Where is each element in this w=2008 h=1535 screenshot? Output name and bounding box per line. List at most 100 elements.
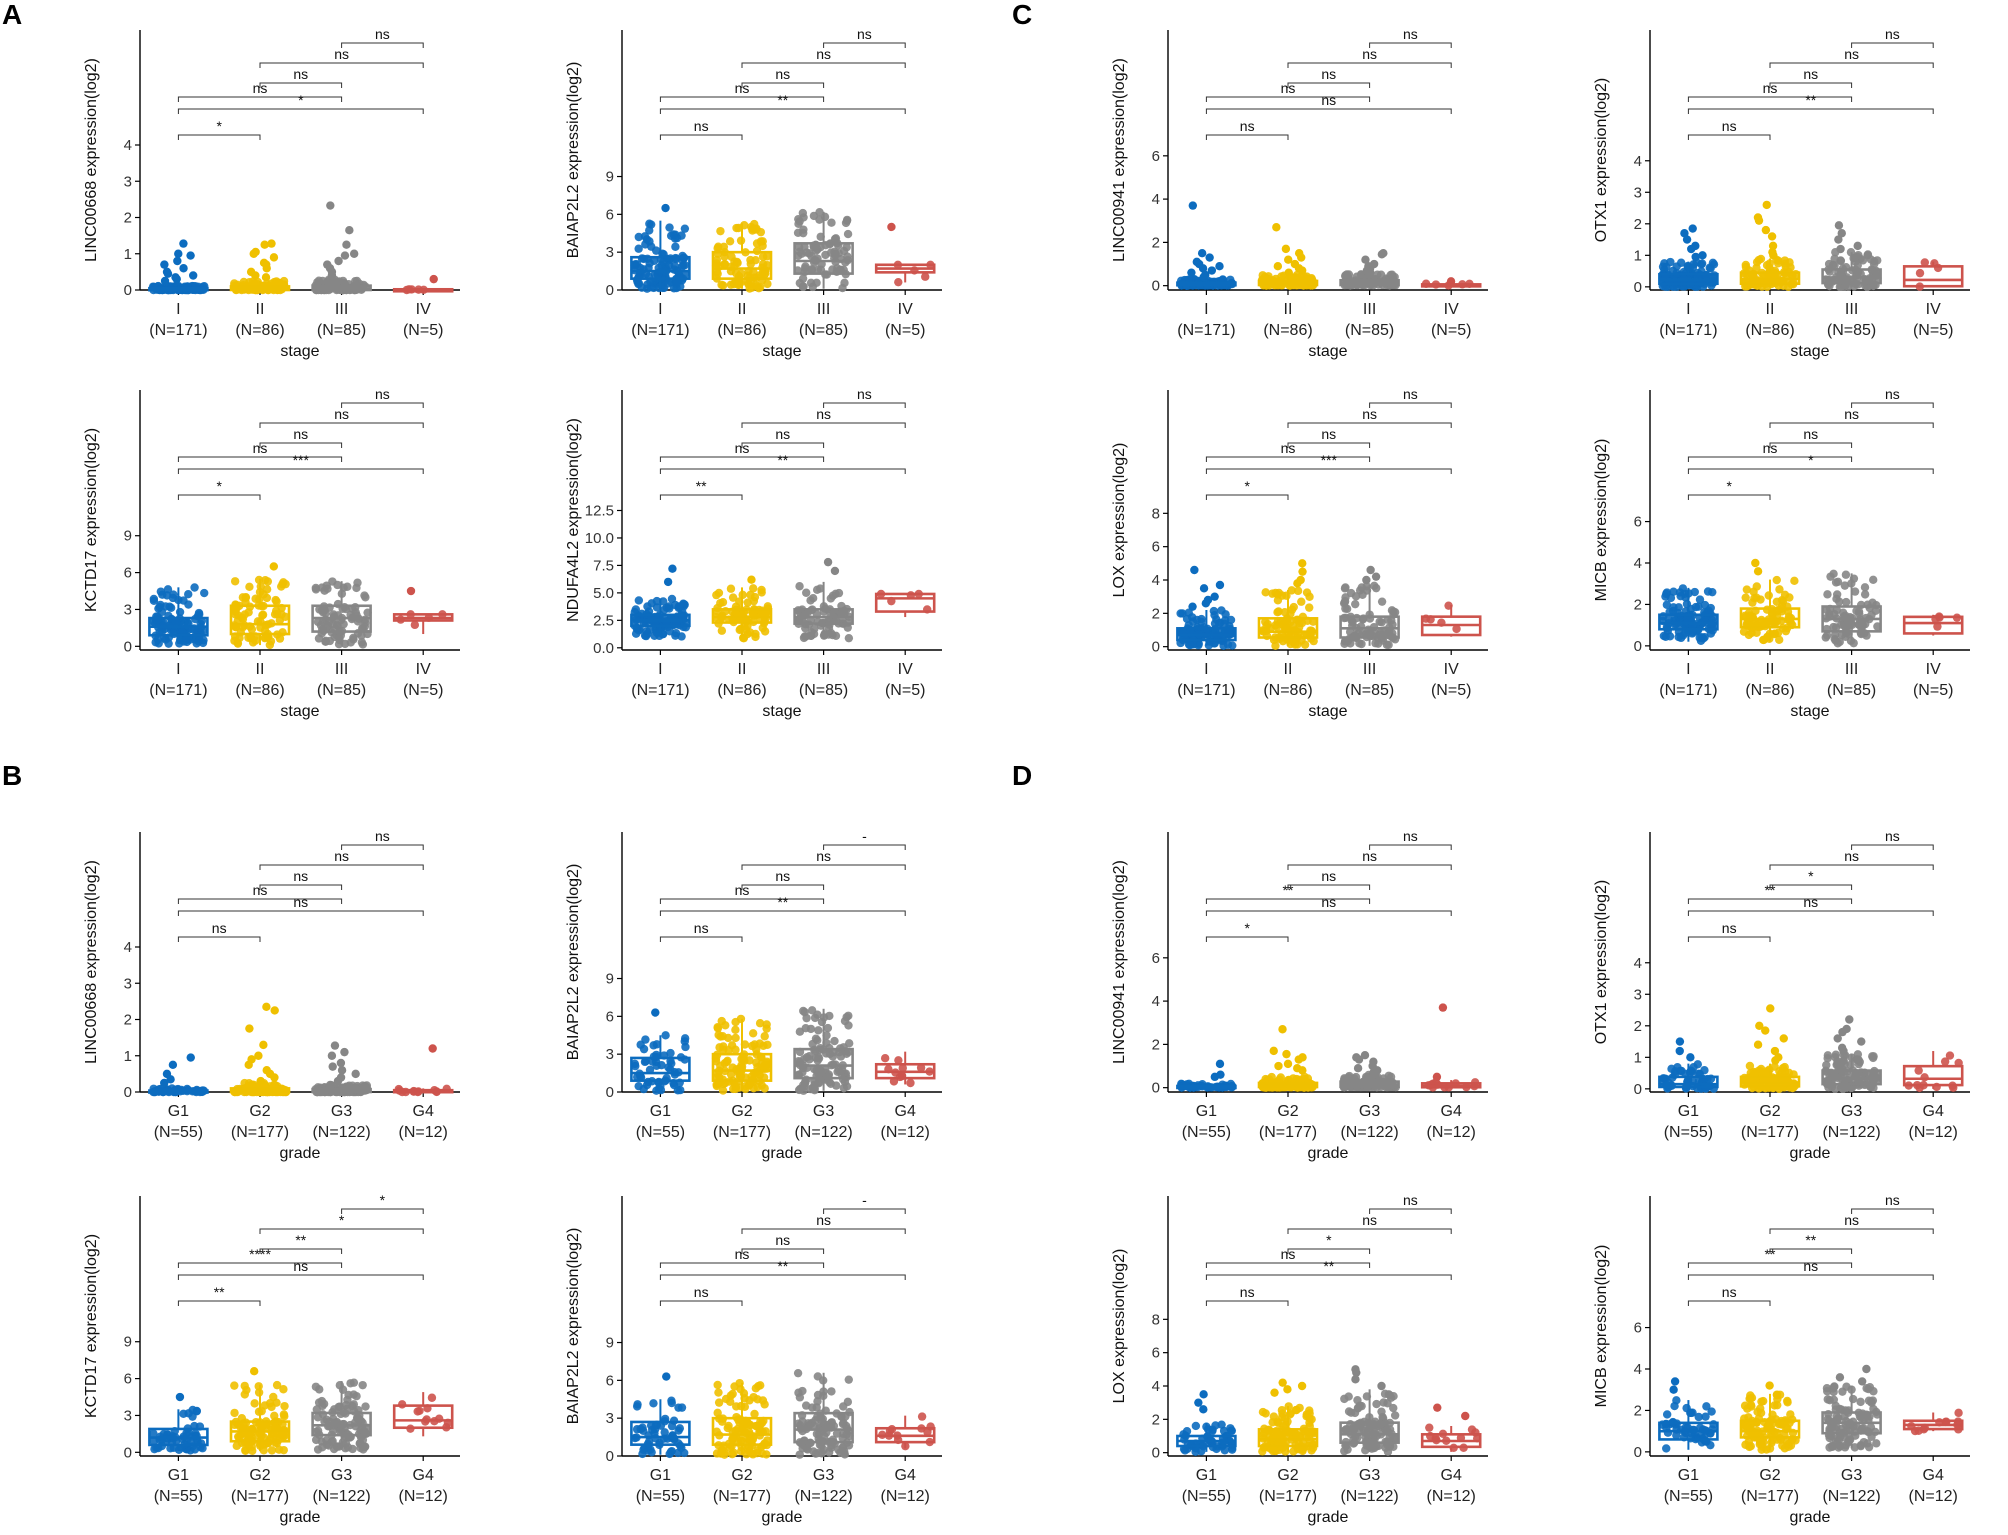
comparison-bracket: ns bbox=[259, 66, 343, 88]
x-n-label: (N=12) bbox=[1427, 1124, 1476, 1141]
y-tick-label: 0 bbox=[1634, 638, 1642, 655]
x-axis-label: grade bbox=[280, 1509, 321, 1526]
box-group-iv bbox=[1420, 601, 1482, 637]
data-point bbox=[1780, 1062, 1789, 1072]
y-tick-label: 3 bbox=[124, 975, 132, 992]
comparison-bracket: ns bbox=[741, 848, 906, 870]
data-point bbox=[717, 1016, 726, 1026]
x-category-label: IV bbox=[1444, 661, 1459, 678]
data-point bbox=[634, 232, 643, 242]
data-point bbox=[751, 280, 760, 290]
panel-label-d: D bbox=[1012, 760, 1032, 791]
data-point bbox=[755, 1019, 765, 1028]
data-point bbox=[349, 635, 358, 644]
data-point bbox=[254, 1382, 263, 1391]
data-point bbox=[1663, 626, 1672, 636]
x-n-label: (N=12) bbox=[881, 1124, 930, 1141]
data-point bbox=[1285, 618, 1295, 627]
x-category-label: G4 bbox=[1923, 1103, 1944, 1120]
data-point bbox=[832, 1081, 841, 1090]
data-point bbox=[808, 1039, 817, 1049]
bracket-line bbox=[177, 96, 343, 102]
x-n-label: (N=12) bbox=[1909, 1124, 1958, 1141]
y-tick-label: 2 bbox=[124, 1012, 132, 1029]
y-tick-label: 1 bbox=[124, 1048, 132, 1065]
x-category-label: IV bbox=[1926, 661, 1941, 678]
x-category-label: I bbox=[1204, 301, 1208, 318]
x-n-label: (N=12) bbox=[881, 1488, 930, 1505]
outlier-point bbox=[1187, 268, 1196, 277]
box-group-iii bbox=[1339, 249, 1400, 290]
data-point bbox=[1914, 1066, 1923, 1075]
data-point bbox=[643, 602, 652, 611]
comparison-bracket: * bbox=[341, 1192, 424, 1214]
outlier-point bbox=[1675, 1037, 1685, 1046]
data-point bbox=[240, 1381, 249, 1391]
data-point bbox=[168, 593, 178, 603]
comparison-bracket: ** bbox=[659, 894, 906, 916]
significance-label: * bbox=[1244, 920, 1250, 936]
x-n-label: (N=122) bbox=[312, 1124, 370, 1141]
significance-label: ns bbox=[293, 1258, 308, 1274]
data-point bbox=[750, 1409, 759, 1419]
outlier-point bbox=[1686, 1053, 1695, 1062]
data-point bbox=[724, 1033, 733, 1043]
box-group-iv bbox=[1902, 258, 1964, 291]
outlier-point bbox=[179, 239, 188, 248]
y-tick-label: 0 bbox=[606, 1084, 614, 1101]
significance-label: * bbox=[339, 1212, 345, 1228]
bracket-line bbox=[1205, 108, 1452, 114]
x-n-label: (N=122) bbox=[794, 1124, 852, 1141]
bracket-line bbox=[659, 108, 906, 114]
x-n-label: (N=122) bbox=[794, 1488, 852, 1505]
bracket-line bbox=[823, 844, 906, 850]
outlier-point bbox=[340, 251, 350, 260]
data-point bbox=[795, 582, 804, 591]
data-point bbox=[840, 606, 849, 616]
data-point bbox=[714, 1388, 723, 1397]
x-n-label: (N=122) bbox=[312, 1488, 370, 1505]
bracket-line bbox=[259, 442, 343, 448]
significance-label: ns bbox=[816, 406, 831, 422]
data-point bbox=[1697, 259, 1707, 268]
significance-label: ns bbox=[816, 848, 831, 864]
data-point bbox=[1390, 608, 1400, 617]
data-point bbox=[198, 638, 208, 648]
bracket-line bbox=[659, 936, 743, 942]
y-tick-label: 9 bbox=[124, 528, 132, 545]
data-point bbox=[1703, 587, 1713, 596]
outlier-point bbox=[1294, 1055, 1303, 1064]
data-point bbox=[1669, 603, 1678, 612]
outlier-point bbox=[251, 271, 260, 280]
data-point bbox=[815, 207, 824, 217]
box-group-g2 bbox=[711, 1014, 773, 1095]
x-n-label: (N=5) bbox=[403, 322, 443, 339]
data-point bbox=[263, 577, 272, 586]
data-point bbox=[1821, 633, 1830, 642]
box-group-i bbox=[1658, 224, 1719, 292]
outlier-point bbox=[334, 256, 343, 266]
data-point bbox=[311, 585, 321, 594]
bracket-line bbox=[1769, 884, 1853, 890]
outlier-point bbox=[1207, 266, 1217, 275]
data-point bbox=[1358, 590, 1367, 599]
x-n-label: (N=5) bbox=[885, 682, 925, 699]
outlier-point bbox=[1273, 261, 1283, 271]
data-point bbox=[642, 627, 651, 636]
y-axis-label: MICB expression(log2) bbox=[1593, 439, 1610, 602]
outlier-point bbox=[1284, 255, 1293, 264]
y-tick-label: 0 bbox=[1634, 279, 1642, 296]
x-category-label: III bbox=[817, 301, 830, 318]
data-point bbox=[651, 246, 661, 255]
data-point bbox=[795, 278, 805, 288]
data-point bbox=[1452, 624, 1461, 634]
data-point bbox=[916, 1063, 926, 1072]
comparison-bracket: * bbox=[177, 478, 261, 500]
bracket-line bbox=[259, 1228, 424, 1234]
x-category-label: II bbox=[738, 661, 747, 678]
significance-label: ** bbox=[214, 1284, 225, 1300]
y-tick-label: 0 bbox=[606, 1448, 614, 1465]
data-point bbox=[1831, 1050, 1841, 1059]
data-point bbox=[1214, 619, 1224, 628]
